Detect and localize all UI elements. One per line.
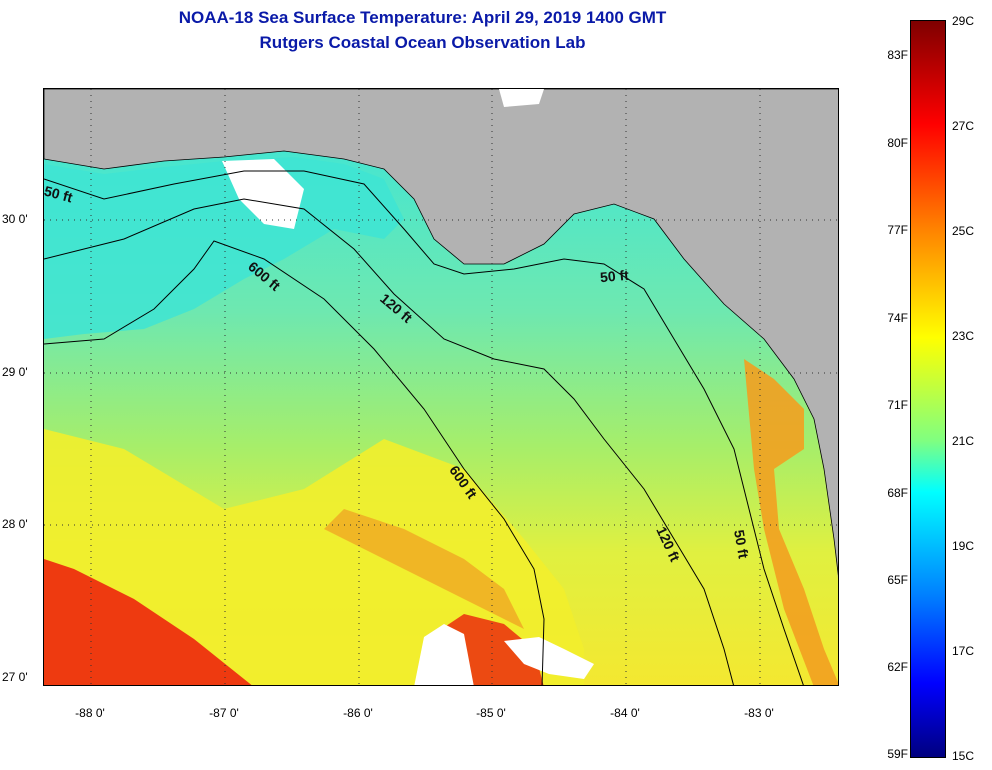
- colorbar-fahrenheit-label: 80F: [887, 136, 908, 150]
- cloud-patch: [504, 637, 594, 679]
- map-subtitle: Rutgers Coastal Ocean Observation Lab: [259, 33, 586, 52]
- longitude-label: -86 0': [343, 706, 373, 720]
- latitude-label: 29 0': [2, 365, 28, 379]
- cloud-patch: [222, 159, 304, 229]
- colorbar-fahrenheit-label: 68F: [887, 486, 908, 500]
- hot-water-southwest: [44, 559, 252, 685]
- contour-label: 50 ft: [599, 266, 630, 286]
- land-mass: [44, 89, 838, 576]
- colorbar-celsius-label: 21C: [952, 434, 975, 448]
- colorbar-fahrenheit-label: 65F: [887, 573, 908, 587]
- warm-water-region: [44, 429, 584, 685]
- sst-map-graphic: [44, 89, 838, 685]
- colorbar-fahrenheit-label: 74F: [887, 311, 908, 325]
- latitude-label: 27 0': [2, 670, 28, 684]
- longitude-label: -88 0': [75, 706, 105, 720]
- cloud-patch: [499, 89, 544, 107]
- graticule: [44, 89, 838, 685]
- colorbar-celsius-label: 15C: [952, 749, 975, 763]
- colorbar-celsius-label: 27C: [952, 119, 975, 133]
- map-title: NOAA-18 Sea Surface Temperature: April 2…: [178, 8, 667, 27]
- contour-120ft: [44, 198, 734, 685]
- colorbar-fahrenheit-label: 71F: [887, 398, 908, 412]
- sst-map: [43, 88, 839, 686]
- longitude-label: -85 0': [476, 706, 506, 720]
- contour-600ft: [44, 240, 545, 685]
- colorbar-fahrenheit-label: 59F: [887, 747, 908, 761]
- colorbar-fahrenheit-label: 77F: [887, 223, 908, 237]
- cool-water-band: [44, 157, 404, 339]
- longitude-label: -87 0': [209, 706, 239, 720]
- cloud-patch: [414, 624, 474, 685]
- colorbar-fahrenheit-label: 62F: [887, 660, 908, 674]
- latitude-label: 28 0': [2, 517, 28, 531]
- colorbar-fahrenheit-label: 83F: [887, 48, 908, 62]
- longitude-label: -83 0': [744, 706, 774, 720]
- colorbar-celsius-label: 23C: [952, 329, 975, 343]
- temperature-colorbar: [910, 20, 946, 758]
- contour-50ft: [44, 170, 804, 685]
- colorbar-celsius-label: 17C: [952, 644, 975, 658]
- longitude-label: -84 0': [610, 706, 640, 720]
- coastal-warm-strip: [744, 359, 838, 685]
- colorbar-celsius-label: 29C: [952, 14, 975, 28]
- colorbar-celsius-label: 19C: [952, 539, 975, 553]
- latitude-label: 30 0': [2, 212, 28, 226]
- colorbar-celsius-label: 25C: [952, 224, 975, 238]
- orange-band-south: [324, 509, 524, 629]
